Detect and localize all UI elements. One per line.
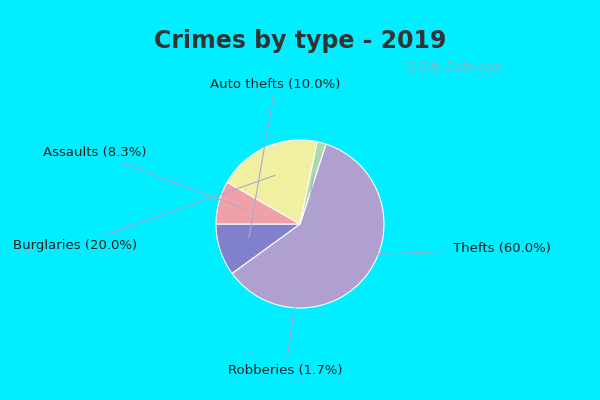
Text: ⓘ City-Data.com: ⓘ City-Data.com bbox=[408, 61, 503, 74]
Wedge shape bbox=[227, 140, 317, 224]
Wedge shape bbox=[216, 182, 300, 224]
Wedge shape bbox=[232, 144, 384, 308]
Title: Crimes by type - 2019: Crimes by type - 2019 bbox=[154, 29, 446, 53]
Text: Robberies (1.7%): Robberies (1.7%) bbox=[228, 174, 343, 377]
Wedge shape bbox=[216, 224, 300, 273]
Text: Thefts (60.0%): Thefts (60.0%) bbox=[347, 242, 551, 256]
Text: Burglaries (20.0%): Burglaries (20.0%) bbox=[13, 175, 275, 252]
Text: Auto thefts (10.0%): Auto thefts (10.0%) bbox=[210, 78, 340, 238]
Wedge shape bbox=[300, 142, 326, 224]
Text: Assaults (8.3%): Assaults (8.3%) bbox=[43, 146, 245, 209]
